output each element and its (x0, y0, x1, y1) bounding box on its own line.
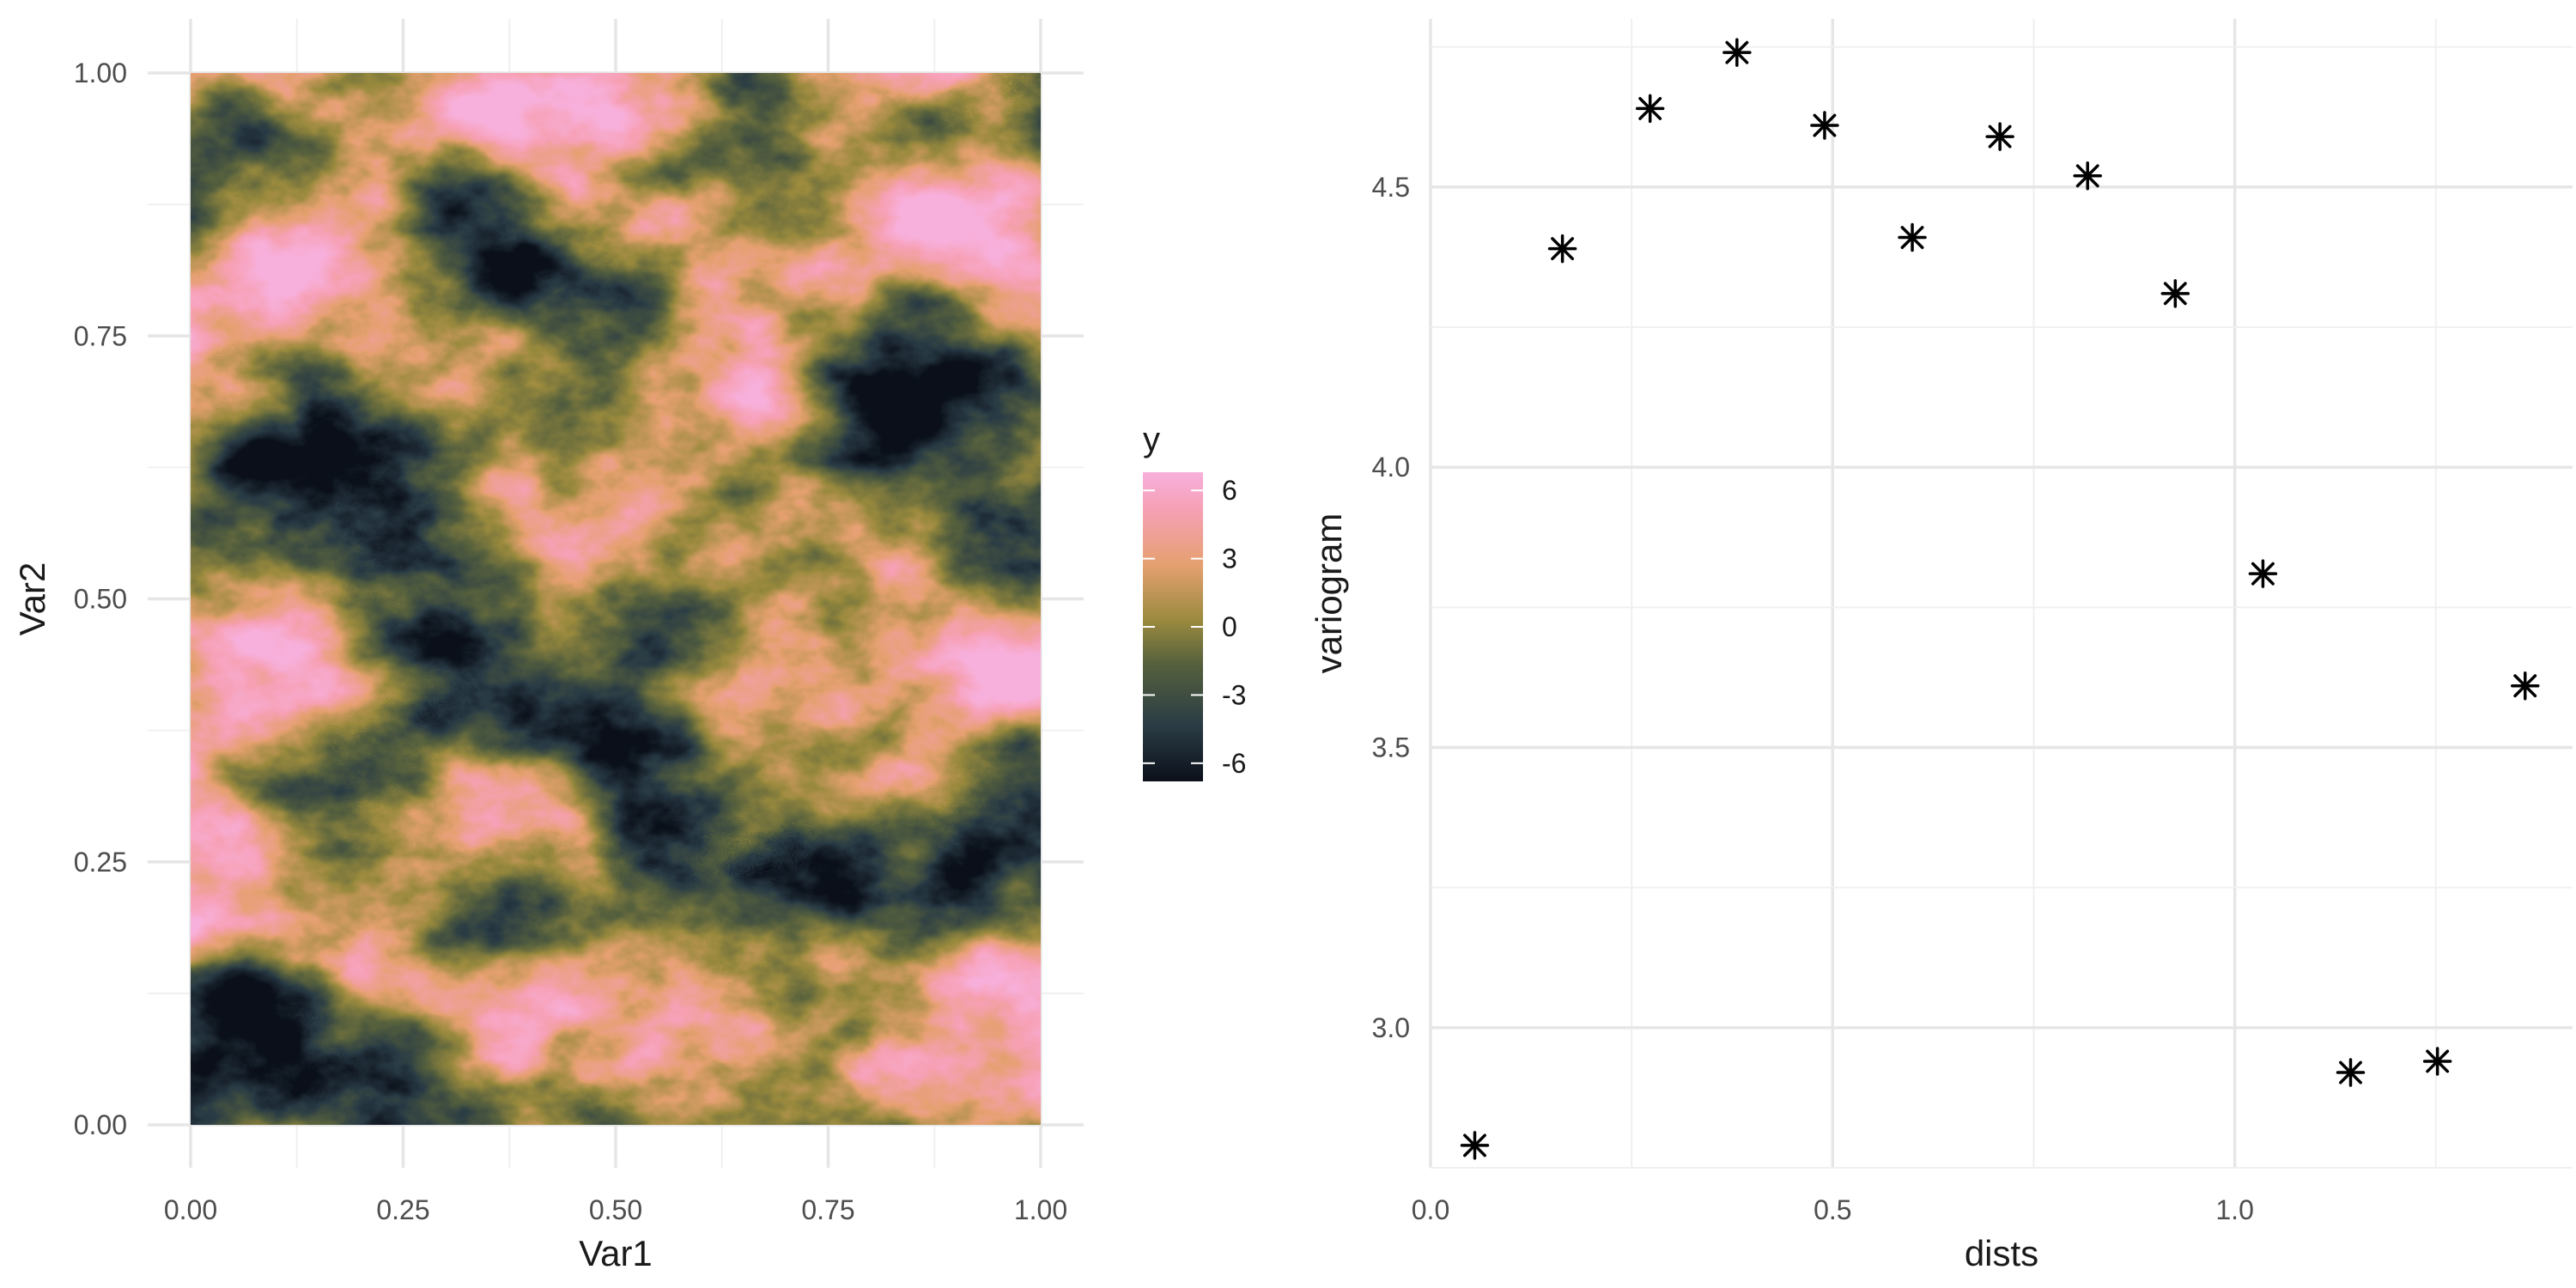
colorbar-ticks: 6 3 0 -3 -6 (1143, 475, 1246, 779)
heatmap-x-tick-label: 0.50 (589, 1194, 642, 1225)
heatmap-x-tick-label: 0.00 (164, 1194, 217, 1225)
scatter-x-tick-label: 1.0 (2215, 1194, 2253, 1225)
colorbar-label: -6 (1222, 748, 1246, 779)
heatmap-y-tick-label: 0.00 (74, 1109, 127, 1140)
scatter-y-tick-label: 4.5 (1372, 172, 1410, 203)
heatmap-x-tick-label: 0.25 (376, 1194, 429, 1225)
scatter-y-axis-title: variogram (1309, 513, 1349, 674)
variogram-point (1898, 222, 1927, 252)
heatmap-y-axis-title: Var2 (12, 562, 52, 636)
variogram-point (2073, 161, 2102, 191)
colorbar-label: 6 (1222, 475, 1237, 506)
heatmap-y-tick-label: 1.00 (74, 58, 127, 88)
heatmap-y-tick-label: 0.75 (74, 320, 127, 351)
variogram-point (1810, 111, 1839, 140)
colorbar-label: 3 (1222, 544, 1237, 574)
heatmap-y-tick-label: 0.25 (74, 847, 127, 878)
variogram-point (2510, 671, 2540, 701)
scatter-points (1460, 38, 2540, 1160)
variogram-point (1985, 122, 2014, 151)
scatter-x-tick-label: 0.0 (1412, 1194, 1449, 1225)
variogram-point (1547, 234, 1577, 264)
scatter-y-tick-labels: 3.0 3.5 4.0 4.5 (1372, 172, 1410, 1043)
colorbar-label: -3 (1222, 679, 1246, 710)
heatmap-x-tick-labels: 0.00 0.25 0.50 0.75 1.00 (164, 1194, 1067, 1225)
variogram-point (2336, 1058, 2366, 1087)
scatter-x-tick-labels: 0.0 0.5 1.0 (1412, 1194, 2254, 1225)
variogram-point (1722, 38, 1752, 67)
variogram-point (1635, 94, 1665, 124)
scatter-y-tick-label: 4.0 (1372, 452, 1410, 483)
variogram-point (2160, 279, 2190, 308)
variogram-point (2248, 559, 2278, 588)
scatter-x-tick-label: 0.5 (1814, 1194, 1851, 1225)
heatmap-panel: 0.00 0.25 0.50 0.75 1.00 0.00 0.25 0.50 0.75 1.0… (12, 19, 1246, 1273)
heatmap-y-tick-labels: 0.00 0.25 0.50 0.75 1.00 (74, 58, 127, 1140)
colorbar-legend: y 6 3 0 -3 -6 (1143, 421, 1246, 781)
legend-title: y (1143, 421, 1160, 459)
heatmap-y-tick-label: 0.50 (74, 584, 127, 615)
heatmap-raster (191, 73, 1041, 1125)
colorbar-label: 0 (1222, 611, 1237, 642)
variogram-point (2422, 1047, 2452, 1076)
variogram-point (1460, 1131, 1490, 1160)
heatmap-x-tick-label: 0.75 (801, 1194, 854, 1225)
variogram-panel: 0.0 0.5 1.0 3.0 3.5 4.0 4.5 dists variogram (1309, 19, 2573, 1273)
heatmap-x-tick-label: 1.00 (1014, 1194, 1067, 1225)
scatter-x-axis-title: dists (1965, 1233, 2038, 1273)
scatter-gridlines (1429, 19, 2573, 1169)
scatter-y-tick-label: 3.0 (1372, 1012, 1410, 1043)
scatter-y-tick-label: 3.5 (1372, 732, 1410, 762)
heatmap-x-axis-title: Var1 (579, 1233, 653, 1273)
